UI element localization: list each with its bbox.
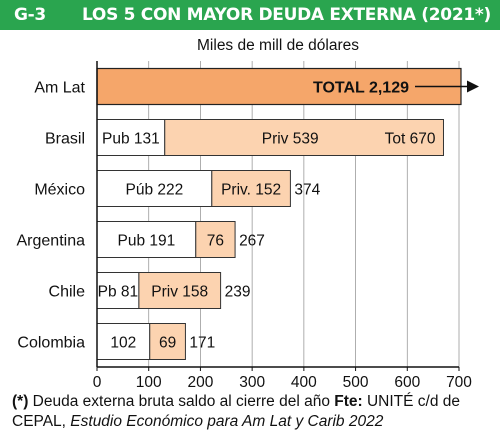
chart-title: LOS 5 CON MAYOR DEUDA EXTERNA (2021*)	[82, 5, 491, 25]
bar-private	[149, 323, 186, 360]
category-label: Colombia	[17, 335, 85, 352]
bar-public	[96, 221, 197, 258]
private-value-label: Priv 158	[151, 284, 208, 301]
x-tick-label: 300	[239, 374, 265, 388]
total-value-label: Tot 670	[385, 131, 436, 148]
x-tick-label: 600	[394, 374, 420, 388]
public-value-label: Púb 222	[126, 182, 184, 199]
bar-private	[164, 119, 444, 156]
chart-header: G-3 LOS 5 CON MAYOR DEUDA EXTERNA (2021*…	[0, 0, 500, 30]
public-value-label: Pub 131	[102, 131, 160, 148]
chart-subtitle: Miles de mill de dólares	[197, 37, 359, 54]
total-value-label: 171	[189, 335, 215, 352]
bar-public	[96, 119, 166, 156]
category-label: Am Lat	[34, 80, 85, 97]
footnote-source: UNITÉ c/d de CEPAL,	[12, 393, 461, 430]
bar-private	[138, 272, 222, 309]
private-value-label: Priv. 152	[221, 182, 281, 199]
private-value-label: 76	[207, 233, 224, 250]
total-value-label: 374	[294, 182, 320, 199]
category-label: Chile	[49, 284, 86, 301]
category-label: Brasil	[45, 131, 85, 148]
public-value-label: Pb 81	[98, 284, 139, 301]
footnote-text: Deuda externa bruta saldo al cierre del …	[28, 393, 335, 410]
public-value-label: Pub 191	[118, 233, 176, 250]
category-label: Argentina	[17, 233, 86, 250]
x-tick-label: 500	[343, 374, 369, 388]
total-value-label: 239	[225, 284, 251, 301]
total-label: TOTAL 2,129	[313, 80, 409, 97]
bar-private	[211, 170, 291, 207]
private-value-label: Priv 539	[262, 131, 319, 148]
public-value-label: 102	[110, 335, 136, 352]
bar-private	[195, 221, 236, 258]
private-value-label: 69	[159, 335, 176, 352]
chart-code: G-3	[14, 5, 46, 25]
x-tick-label: 100	[136, 374, 162, 388]
footnote-marker: (*)	[12, 393, 29, 410]
total-value-label: 267	[239, 233, 265, 250]
overflow-arrow-head	[467, 80, 479, 93]
footnote-publication: Estudio Económico para Am Lat y Carib 20…	[70, 413, 384, 430]
bar-public	[96, 272, 140, 309]
x-tick-label: 400	[291, 374, 317, 388]
category-label: México	[34, 182, 85, 199]
debt-bar-chart: Miles de mill de dólares Am Lat TOTAL 2,12…	[17, 37, 479, 388]
x-tick-label: 0	[93, 374, 102, 388]
footnote-source-label: Fte:	[334, 393, 363, 410]
footnote: (*) Deuda externa bruta saldo al cierre …	[12, 392, 492, 432]
x-tick-label: 700	[446, 374, 472, 388]
x-tick-label: 200	[187, 374, 213, 388]
